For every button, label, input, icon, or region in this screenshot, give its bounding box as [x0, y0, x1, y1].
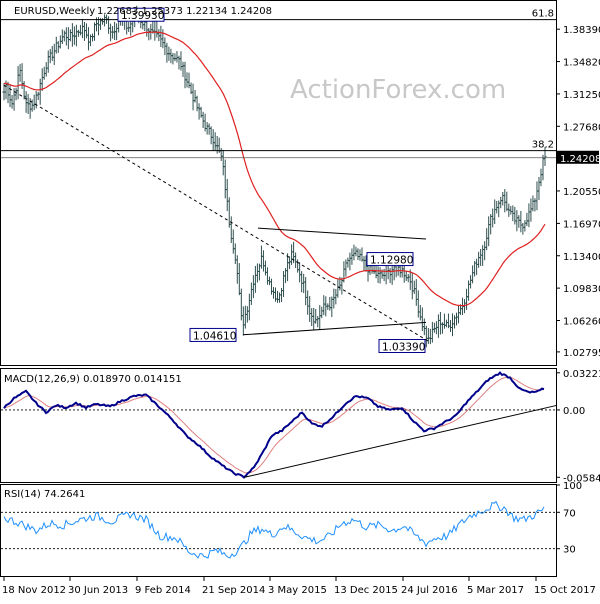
price-panel-frame — [0, 0, 557, 366]
price-annotation-label: 1.39930 — [121, 10, 164, 22]
triangle-upper-line — [257, 227, 427, 240]
header-symbol: EURUSD,Weekly — [14, 6, 95, 17]
price-y-tick-label: 1.20550 — [563, 187, 600, 198]
price-annotation-box — [366, 252, 414, 267]
price-annotation-box — [189, 327, 237, 342]
price-annotation-label: 1.04610 — [193, 330, 236, 342]
macd-signal-line — [3, 376, 545, 474]
rsi-y-tick-label: 30 — [563, 545, 576, 556]
rsi-title: RSI(14) 74.2641 — [4, 489, 85, 500]
x-tick-label: 18 Nov 2012 — [2, 585, 66, 596]
descending-dotted-trendline — [3, 84, 429, 342]
fib-level-label: 38.2 — [532, 140, 554, 151]
x-tick-label: 24 Jul 2016 — [401, 585, 458, 596]
macd-y-tick-label: 0.032215 — [563, 369, 600, 380]
price-annotation-box — [378, 339, 426, 354]
price-y-tick-label: 1.13400 — [563, 252, 600, 263]
price-y-tick-label: 1.34820 — [563, 58, 600, 69]
price-y-tick-label: 1.02795 — [563, 348, 600, 359]
price-y-tick-label: 1.38390 — [563, 25, 600, 36]
rsi-line — [3, 500, 545, 559]
x-tick-label: 13 Dec 2015 — [334, 585, 398, 596]
price-y-tick-label: 1.16970 — [563, 219, 600, 230]
x-tick-label: 5 Mar 2017 — [467, 585, 524, 596]
rsi-y-tick-label: 100 — [563, 481, 582, 492]
macd-panel-frame — [0, 368, 557, 483]
price-layer: 1.38390 1.34820 1.31250 1.27680 1.20550 1.169… — [1, 5, 600, 359]
watermark: ActionForex.com — [290, 75, 506, 105]
x-tick-label: 9 Feb 2014 — [135, 585, 191, 596]
fib-level-label: 61.8 — [532, 9, 554, 20]
price-y-tick-label: 1.31250 — [563, 90, 600, 101]
price-annotation-label: 1.12980 — [370, 255, 413, 267]
current-price-box — [557, 150, 599, 164]
price-annotation-label: 1.03390 — [382, 342, 425, 354]
rsi-layer: 100 70 30 — [1, 481, 582, 559]
price-y-tick-label: 1.09830 — [563, 284, 600, 295]
price-y-tick-label: 1.27680 — [563, 122, 600, 133]
macd-line — [3, 371, 545, 479]
x-tick-label: 15 Oct 2017 — [534, 585, 596, 596]
price-y-tick-label: 1.06260 — [563, 316, 600, 327]
macd-y-tick-label: -0.058413 — [563, 473, 600, 484]
macd-trendline — [243, 405, 557, 478]
macd-layer: 0.032215 0.00 -0.058413 — [1, 369, 600, 484]
macd-title: MACD(12,26,9) 0.018970 0.014151 — [4, 374, 182, 385]
x-tick-label: 3 May 2015 — [268, 585, 327, 596]
macd-y-tick-label: 0.00 — [563, 406, 585, 417]
x-tick-label: 30 Jun 2013 — [68, 585, 128, 596]
header-ohlc: 1.22683 1.25373 1.22134 1.24208 — [97, 6, 272, 17]
current-price-label: 1.24208 — [560, 154, 600, 165]
x-tick-label: 21 Sep 2014 — [202, 585, 265, 596]
moving-average-line — [3, 31, 546, 307]
rsi-y-tick-label: 70 — [563, 508, 576, 519]
price-annotation-box — [117, 7, 165, 22]
axis-layer: 18 Nov 2012 30 Jun 2013 9 Feb 2014 21 Sep 2… — [2, 577, 596, 596]
triangle-lower-line — [242, 321, 427, 336]
